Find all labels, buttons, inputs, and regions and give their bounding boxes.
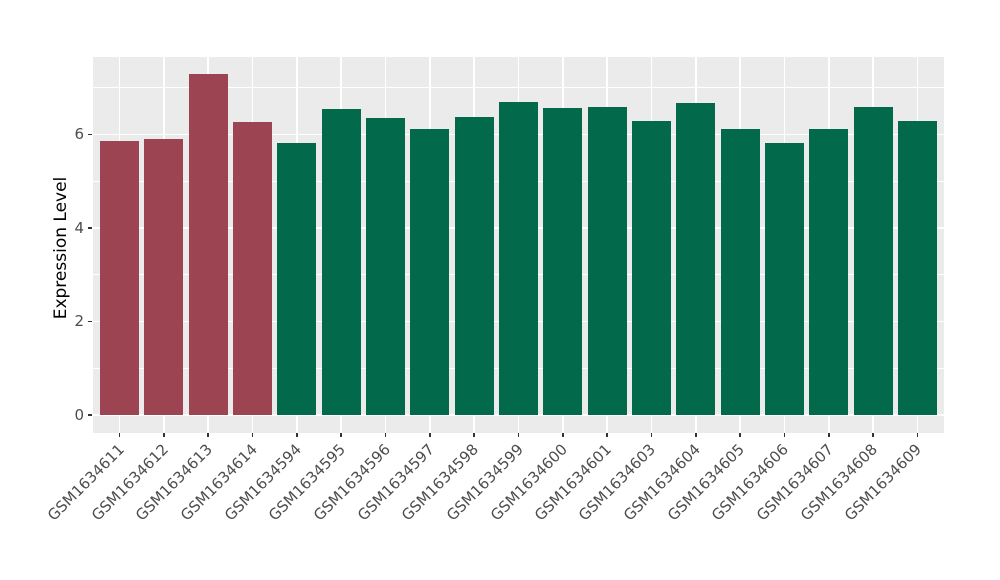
bar-GSM1634603	[631, 120, 671, 415]
x-tick-mark-GSM1634614	[251, 433, 254, 437]
x-tick-mark-GSM1634596	[384, 433, 387, 437]
y-tick-label-6: 6	[74, 125, 84, 143]
bar-GSM1634601	[587, 106, 627, 415]
x-tick-mark-GSM1634597	[429, 433, 431, 437]
bar-GSM1634606	[764, 142, 804, 415]
y-tick-mark-6	[88, 133, 92, 136]
bar-GSM1634613	[188, 74, 228, 415]
bar-GSM1634597	[410, 128, 450, 415]
bar-GSM1634596	[366, 118, 406, 415]
x-tick-mark-GSM1634613	[207, 433, 209, 437]
x-tick-mark-GSM1634605	[739, 433, 741, 437]
y-tick-label-0: 0	[74, 405, 84, 424]
bar-GSM1634612	[144, 139, 184, 415]
y-axis-title: Expression Level	[51, 176, 71, 320]
x-tick-mark-GSM1634594	[296, 433, 298, 437]
bar-GSM1634605	[720, 128, 760, 415]
bar-GSM1634611	[100, 141, 140, 415]
x-tick-mark-GSM1634606	[783, 433, 786, 437]
bar-GSM1634598	[454, 117, 494, 415]
y-tick-label-2: 2	[74, 312, 84, 330]
x-tick-mark-GSM1634595	[340, 433, 342, 437]
y-tick-mark-4	[88, 227, 92, 229]
x-tick-mark-GSM1634611	[118, 433, 121, 437]
x-tick-mark-GSM1634600	[562, 433, 564, 437]
x-tick-mark-GSM1634609	[916, 433, 919, 437]
bar-GSM1634614	[233, 121, 273, 415]
x-tick-mark-GSM1634604	[695, 433, 697, 437]
bar-GSM1634604	[676, 103, 716, 415]
x-tick-mark-GSM1634607	[828, 433, 830, 437]
x-tick-mark-GSM1634608	[872, 433, 874, 437]
y-tick-label-4: 4	[74, 218, 84, 237]
bar-GSM1634595	[321, 109, 361, 415]
x-tick-mark-GSM1634603	[650, 433, 653, 437]
bar-GSM1634609	[897, 120, 937, 415]
x-tick-mark-GSM1634601	[606, 433, 608, 437]
bar-GSM1634594	[277, 142, 317, 415]
bar-GSM1634607	[809, 128, 849, 415]
plot-panel	[93, 57, 944, 433]
x-tick-mark-GSM1634598	[473, 433, 475, 437]
bar-GSM1634608	[853, 106, 893, 415]
y-tick-mark-0	[88, 414, 92, 416]
bar-GSM1634599	[499, 101, 538, 415]
x-tick-mark-GSM1634612	[163, 433, 165, 437]
bar-GSM1634600	[543, 107, 583, 415]
x-tick-mark-GSM1634599	[517, 433, 520, 437]
y-tick-mark-2	[88, 320, 92, 323]
